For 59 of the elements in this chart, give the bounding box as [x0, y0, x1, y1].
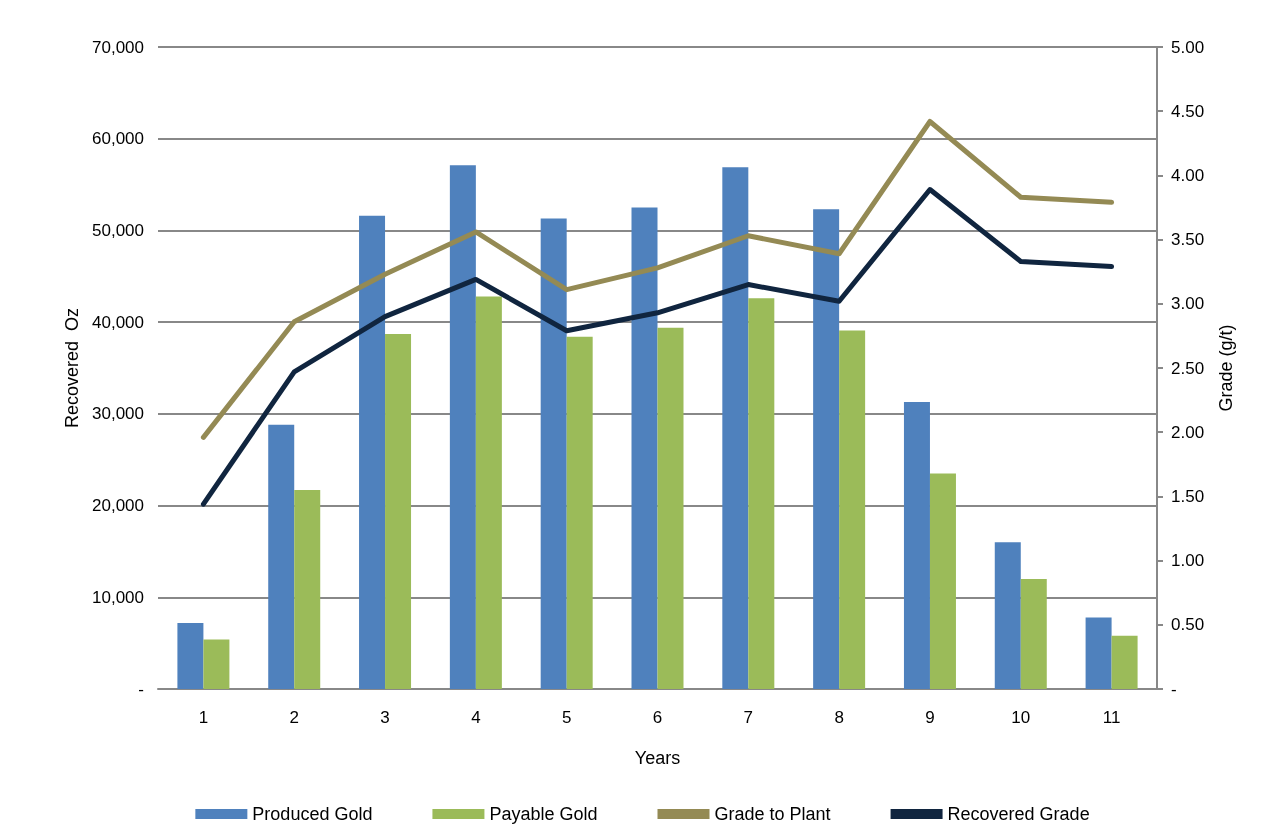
y2-axis-title: Grade (g/t): [1216, 324, 1236, 412]
x-tick-label: 1: [198, 708, 209, 727]
bar: [839, 330, 866, 689]
y2-tick-label: 2.00: [1171, 422, 1205, 442]
y-tick-label: 30,000: [92, 404, 144, 424]
y2-tick-label: 3.50: [1171, 230, 1205, 250]
bar: [566, 336, 593, 689]
bar: [631, 207, 658, 689]
x-tick-label: 5: [561, 708, 572, 727]
bar: [1111, 635, 1138, 689]
y2-tick-label: 1.00: [1171, 551, 1205, 571]
y-tick-label: 70,000: [92, 37, 144, 57]
y-tick-label: 50,000: [92, 220, 144, 240]
bar: [1085, 617, 1112, 689]
bar: [540, 218, 567, 689]
y2-tick-label: 1.50: [1171, 486, 1205, 506]
bar: [1020, 578, 1047, 689]
y-tick-label: 40,000: [92, 312, 144, 332]
bar: [813, 209, 840, 689]
legend-label: Recovered Grade: [947, 804, 1090, 824]
y2-tick-label: 0.50: [1171, 615, 1205, 635]
y2-tick-label: 3.00: [1171, 294, 1205, 314]
bar: [294, 489, 321, 689]
bar: [657, 327, 684, 689]
y2-tick-label: 2.50: [1171, 358, 1205, 378]
bar: [994, 542, 1021, 689]
bar: [359, 215, 386, 689]
bar: [449, 165, 476, 689]
y-tick-label: 20,000: [92, 496, 144, 516]
legend-label: Grade to Plant: [714, 804, 831, 824]
bar: [385, 334, 412, 689]
x-tick-label: 10: [1011, 708, 1031, 727]
x-tick-label: 6: [652, 708, 663, 727]
y2-tick-label: 5.00: [1171, 37, 1205, 57]
x-tick-label: 4: [471, 708, 481, 727]
bar: [722, 167, 749, 689]
y2-tick-label: 4.00: [1171, 165, 1205, 185]
x-axis-title: Years: [634, 748, 681, 768]
y-tick-label: -: [138, 679, 144, 699]
y2-tick-label: 4.50: [1171, 101, 1205, 121]
y-tick-label: 60,000: [92, 129, 144, 149]
bar: [203, 639, 230, 689]
bar: [268, 424, 295, 689]
legend-label: Payable Gold: [489, 804, 598, 824]
y-axis-title: Recovered Oz: [62, 307, 83, 429]
bar: [475, 296, 502, 689]
bar: [903, 401, 930, 689]
x-tick-label: 11: [1102, 708, 1121, 727]
x-tick-label: 2: [289, 708, 299, 727]
bar: [748, 298, 775, 689]
x-tick-label: 3: [380, 708, 390, 727]
bar: [929, 473, 956, 689]
x-tick-label: 8: [834, 708, 844, 727]
x-tick-label: 9: [925, 708, 935, 727]
x-tick-label: 7: [743, 708, 754, 727]
y2-tick-label: -: [1171, 679, 1177, 699]
legend-label: Produced Gold: [252, 804, 373, 824]
bar: [177, 622, 204, 689]
y-tick-label: 10,000: [92, 587, 144, 607]
